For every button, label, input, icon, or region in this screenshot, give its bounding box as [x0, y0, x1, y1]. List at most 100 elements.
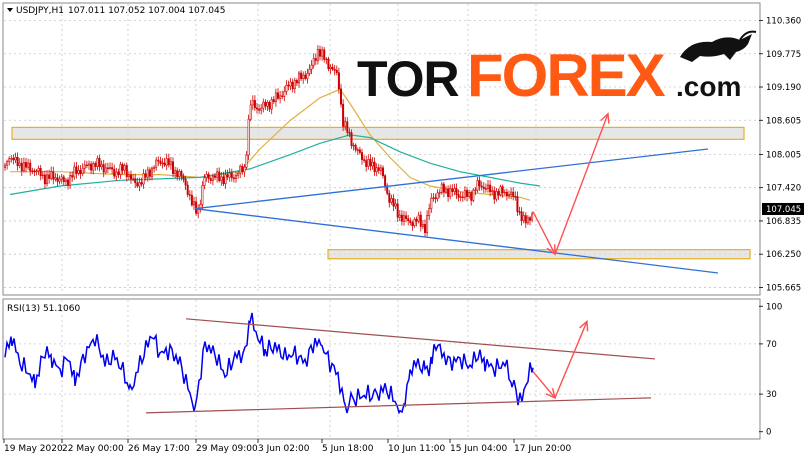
candle-body [451, 188, 454, 192]
candle-body [31, 170, 34, 172]
candle-body [24, 162, 27, 168]
time-tick-label: 17 Jun 20:00 [514, 444, 571, 454]
candle-body [146, 169, 149, 178]
candle-body [81, 167, 84, 175]
candle-body [354, 144, 357, 151]
candle-body [426, 215, 429, 233]
candle-body [207, 173, 210, 179]
candle-body [434, 197, 437, 199]
candle-body [201, 185, 204, 205]
candle-body [400, 214, 403, 222]
candle-body [268, 102, 271, 110]
candle-body [188, 194, 191, 196]
candle-body [528, 217, 531, 221]
candle-body [73, 166, 76, 178]
price-tick-label: 105.665 [766, 283, 801, 293]
bull-icon [680, 30, 757, 62]
rsi-trendline [145, 397, 652, 414]
candle-body [180, 171, 183, 177]
candlesticks [4, 45, 534, 238]
candle-body [455, 188, 458, 195]
candle-body [151, 167, 154, 177]
candle-body [251, 100, 254, 106]
candle-body [507, 194, 510, 196]
candle-body [178, 171, 181, 177]
candle-body [264, 101, 267, 107]
time-axis: 19 May 2020 22 May 00:00 26 May 17:00 29 Ma… [3, 439, 571, 454]
candle-body [360, 152, 363, 160]
candle-body [96, 158, 99, 167]
candle-body [125, 165, 128, 178]
candle-body [327, 58, 330, 70]
candle-body [379, 167, 382, 171]
candle-body [318, 49, 321, 57]
candle-body [102, 164, 105, 173]
candle-body [121, 164, 124, 171]
forecast-arrow-line [532, 371, 556, 399]
candle-body [148, 169, 151, 177]
torforex-logo: TOR FOREX .com [357, 30, 757, 109]
candle-body [432, 197, 435, 199]
candle-body [524, 215, 527, 224]
candle-body [333, 68, 336, 71]
time-tick-label: 5 Jun 18:00 [322, 444, 374, 454]
candle-body [346, 121, 349, 133]
candle-body [274, 92, 277, 103]
candle-body [111, 167, 114, 170]
candle-body [484, 188, 487, 190]
candle-body [167, 158, 170, 166]
candle-body [132, 178, 135, 180]
candle-body [348, 132, 351, 134]
candle-body [8, 158, 11, 162]
candle-body [4, 164, 7, 168]
candle-body [304, 74, 307, 79]
candle-body [390, 198, 393, 203]
ohlc-values: 107.011 107.052 107.004 107.045 [68, 6, 225, 16]
candle-body [302, 74, 305, 79]
candle-body [228, 172, 231, 178]
candle-body [237, 172, 240, 176]
candle-body [493, 190, 496, 200]
price-tick-label: 110.360 [766, 16, 801, 26]
candle-body [205, 173, 208, 179]
candle-body [255, 107, 258, 110]
candle-body [459, 196, 462, 198]
rsi-tick-label: 100 [766, 302, 782, 312]
candle-body [465, 190, 468, 197]
candle-body [402, 215, 405, 222]
candle-body [306, 73, 309, 79]
candle-body [438, 192, 441, 194]
candle-body [287, 84, 290, 87]
candle-body [514, 196, 517, 198]
candle-body [413, 218, 416, 227]
price-tick-label: 107.420 [766, 184, 801, 194]
candle-body [88, 163, 91, 166]
candle-body [60, 176, 63, 180]
rsi-label: RSI(13) 51.1060 [7, 304, 80, 314]
time-tick-label: 26 May 17:00 [128, 444, 190, 454]
candle-body [245, 154, 248, 168]
candle-body [270, 99, 273, 110]
candle-body [461, 196, 464, 198]
candle-body [321, 49, 324, 57]
collapse-triangle-icon[interactable] [7, 8, 13, 12]
candle-body [67, 179, 70, 186]
candle-body [499, 186, 502, 196]
candle-body [421, 224, 424, 227]
candle-body [440, 183, 443, 193]
candle-body [381, 167, 384, 177]
time-tick-label: 10 Jun 11:00 [388, 444, 445, 454]
candle-body [230, 172, 233, 179]
candle-body [90, 163, 93, 171]
candle-body [83, 164, 86, 169]
price-tick-label: 108.005 [766, 150, 801, 160]
candle-body [113, 168, 116, 177]
candle-body [291, 81, 294, 90]
candle-body [211, 175, 214, 181]
candle-body [115, 171, 118, 177]
candle-body [497, 191, 500, 196]
candle-body [335, 69, 338, 73]
forecast-arrow-line [554, 321, 588, 399]
candle-body [392, 198, 395, 207]
candle-body [45, 174, 48, 185]
